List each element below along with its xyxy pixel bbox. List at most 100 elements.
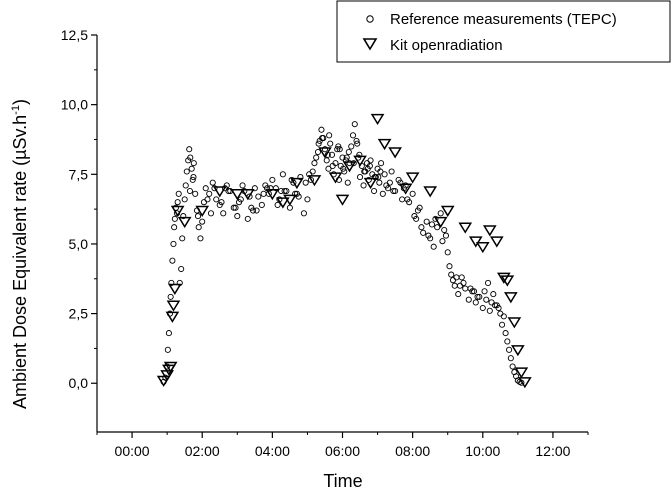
reference-point xyxy=(327,140,334,147)
reference-point xyxy=(260,190,267,197)
reference-point xyxy=(414,207,421,214)
x-tick-label: 08:00 xyxy=(395,443,430,459)
reference-point xyxy=(251,185,258,192)
legend-label-reference: Reference measurements (TEPC) xyxy=(390,11,617,28)
reference-point xyxy=(381,171,388,178)
reference-point xyxy=(439,238,446,245)
axes: 0,0 2,5 5,0 7,5 10,0 12,5 00:00 02:00 04:00 06:00… xyxy=(61,27,589,459)
reference-point xyxy=(404,196,411,203)
reference-point xyxy=(192,190,199,197)
reference-point xyxy=(502,330,509,337)
reference-point xyxy=(234,213,241,220)
reference-point xyxy=(367,157,374,164)
reference-point xyxy=(309,168,316,175)
reference-point xyxy=(171,215,178,222)
reference-point xyxy=(351,121,358,128)
reference-point xyxy=(329,162,336,169)
kit-point xyxy=(475,241,490,254)
kit-point xyxy=(388,147,402,159)
reference-point xyxy=(188,165,195,172)
reference-point xyxy=(390,187,397,195)
x-tick-label: 10:00 xyxy=(465,443,500,459)
kit-point xyxy=(482,225,497,237)
reference-point xyxy=(278,187,285,195)
reference-point xyxy=(326,132,333,139)
kit-point xyxy=(507,317,522,329)
reference-point xyxy=(267,185,274,192)
reference-point xyxy=(509,363,516,370)
reference-point xyxy=(500,313,507,320)
kit-point xyxy=(511,345,525,357)
reference-point xyxy=(307,176,314,183)
reference-point xyxy=(258,201,265,208)
kit-point xyxy=(230,189,245,201)
kit-point xyxy=(283,194,297,206)
kit-point xyxy=(518,377,532,389)
reference-point xyxy=(181,196,188,203)
legend-circle-marker xyxy=(366,15,374,23)
reference-point xyxy=(375,174,382,181)
kit-point xyxy=(276,197,290,209)
kit-point xyxy=(168,283,182,295)
x-tick-label: 02:00 xyxy=(185,443,220,459)
reference-point xyxy=(472,299,479,306)
reference-point xyxy=(230,204,237,211)
reference-point xyxy=(186,146,193,153)
reference-point xyxy=(418,224,425,231)
kit-point xyxy=(240,189,255,201)
reference-point xyxy=(465,296,472,303)
kit-point xyxy=(177,216,192,229)
reference-point xyxy=(167,293,174,300)
reference-point xyxy=(353,137,360,144)
kit-point xyxy=(370,113,385,126)
reference-point xyxy=(244,215,251,222)
x-tick-label: 06:00 xyxy=(325,443,360,459)
kit-point xyxy=(156,375,171,387)
reference-point xyxy=(356,174,364,181)
reference-point xyxy=(202,185,209,192)
reference-point xyxy=(239,182,246,189)
reference-point xyxy=(432,215,439,222)
reference-point xyxy=(179,235,186,242)
reference-point xyxy=(182,182,189,189)
kit-point xyxy=(377,138,392,151)
reference-point xyxy=(313,154,320,161)
kit-point xyxy=(353,155,367,167)
reference-point xyxy=(356,151,363,158)
reference-point xyxy=(423,218,430,225)
reference-point xyxy=(334,146,341,153)
reference-point xyxy=(490,291,497,298)
reference-point xyxy=(311,160,318,167)
reference-point xyxy=(349,132,357,139)
reference-point xyxy=(195,224,202,231)
reference-point xyxy=(470,288,478,295)
x-tick-label: 00:00 xyxy=(115,443,150,459)
reference-point xyxy=(451,282,458,289)
kit-point xyxy=(163,361,178,373)
reference-point xyxy=(221,185,229,192)
reference-point xyxy=(178,265,185,273)
reference-point xyxy=(183,168,190,175)
reference-point xyxy=(175,190,182,197)
reference-series xyxy=(160,121,525,386)
reference-point xyxy=(504,338,511,345)
reference-point xyxy=(371,187,378,195)
reference-point xyxy=(341,168,348,175)
reference-point xyxy=(507,355,514,362)
kit-point xyxy=(514,367,529,379)
reference-point xyxy=(376,179,383,186)
reference-point xyxy=(483,296,490,303)
reference-point xyxy=(319,135,326,142)
reference-point xyxy=(300,210,307,217)
reference-point xyxy=(253,207,260,214)
reference-point xyxy=(346,160,353,167)
reference-point xyxy=(499,321,506,328)
reference-point xyxy=(164,346,171,353)
reference-point xyxy=(497,310,504,317)
x-axis-title: Time xyxy=(323,471,362,491)
kit-point xyxy=(318,147,332,159)
reference-point xyxy=(171,224,178,231)
reference-point xyxy=(428,221,435,228)
kit-series xyxy=(156,113,532,389)
